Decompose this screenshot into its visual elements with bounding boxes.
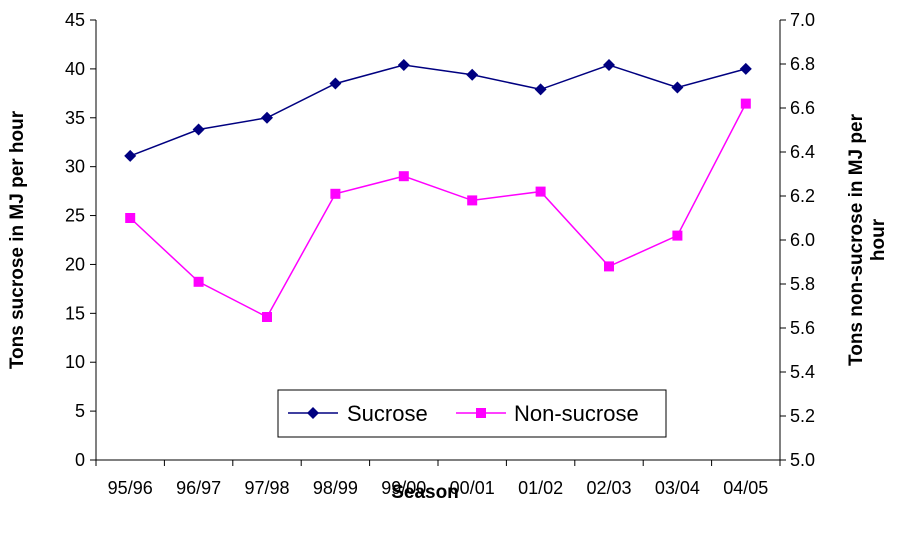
legend-nonsucrose-square-marker	[476, 408, 486, 418]
left-axis-title: Tons sucrose in MJ per hour	[7, 110, 28, 369]
right-tick-label: 6.6	[790, 98, 815, 118]
series-line-sucrose	[129, 64, 746, 157]
left-tick-label: 5	[75, 401, 85, 421]
data-point-sucrose	[534, 83, 547, 96]
left-tick-label: 15	[65, 303, 85, 323]
legend-sucrose-label: Sucrose	[347, 401, 428, 426]
right-tick-label: 5.0	[790, 450, 815, 470]
x-axis-title: Season	[391, 482, 459, 503]
x-tick-label: 04/05	[723, 478, 768, 498]
data-point-sucrose	[603, 58, 615, 71]
data-point-non-sucrose	[125, 213, 136, 223]
x-tick-label: 02/03	[586, 478, 631, 498]
data-point-sucrose	[192, 123, 205, 136]
left-tick-label: 0	[75, 450, 85, 470]
x-tick-label: 99/00	[381, 478, 426, 498]
x-tick-label: 01/02	[518, 478, 563, 498]
series-layer	[124, 58, 752, 322]
left-tick-label: 20	[65, 254, 85, 274]
data-point-non-sucrose	[672, 230, 683, 241]
right-axis-title-line1: Tons non-sucrose in MJ per	[846, 113, 867, 366]
left-tick-label: 45	[65, 10, 85, 30]
x-tick-label: 95/96	[108, 478, 153, 498]
data-point-sucrose	[329, 77, 342, 90]
left-tick-label: 25	[65, 206, 85, 226]
left-axis-ticks: 0 5 10 15 20 25 30 35 40 45	[65, 10, 96, 470]
x-axis-ticks: 95/96 96/97 97/98 98/99 99/00 00/01 01/02 02/03…	[95, 460, 781, 498]
data-point-non-sucrose	[398, 171, 409, 182]
legend-nonsucrose-label: Non-sucrose	[514, 401, 639, 426]
data-point-non-sucrose	[330, 188, 341, 199]
left-tick-label: 35	[65, 108, 85, 128]
right-tick-label: 5.2	[790, 406, 815, 426]
x-tick-label: 00/01	[450, 478, 495, 498]
right-axis-title: Tons non-sucrose in MJ per hour	[846, 113, 889, 366]
right-axis-ticks: 5.0 5.2 5.4 5.6 5.8 6.0 6.2 6.4 6.6 6.8 7.0	[780, 10, 815, 470]
data-point-sucrose	[261, 111, 273, 124]
data-point-sucrose	[671, 81, 684, 94]
left-tick-label: 10	[65, 352, 85, 372]
data-point-sucrose	[124, 149, 137, 162]
x-tick-label: 97/98	[244, 478, 289, 498]
legend: Sucrose Non-sucrose	[277, 389, 667, 438]
right-tick-label: 5.8	[790, 274, 815, 294]
series-line-non-sucrose	[129, 103, 747, 318]
left-tick-label: 40	[65, 59, 85, 79]
right-tick-label: 6.4	[790, 142, 815, 162]
right-tick-label: 5.4	[790, 362, 815, 382]
data-point-non-sucrose	[535, 186, 546, 197]
x-tick-label: 98/99	[313, 478, 358, 498]
right-tick-label: 5.6	[790, 318, 815, 338]
right-tick-label: 6.8	[790, 54, 815, 74]
data-point-sucrose	[739, 62, 752, 75]
data-point-sucrose	[397, 58, 410, 71]
data-point-non-sucrose	[604, 261, 614, 272]
right-tick-label: 6.2	[790, 186, 815, 206]
x-tick-label: 96/97	[176, 478, 221, 498]
data-point-non-sucrose	[193, 276, 204, 287]
legend-sucrose-diamond-marker	[307, 407, 319, 419]
left-tick-label: 30	[65, 157, 85, 177]
data-point-non-sucrose	[467, 195, 478, 206]
right-axis-title-line2: hour	[868, 218, 889, 261]
x-tick-label: 03/04	[655, 478, 700, 498]
data-point-non-sucrose	[740, 98, 751, 109]
right-tick-label: 6.0	[790, 230, 815, 250]
data-point-sucrose	[466, 68, 479, 81]
right-tick-label: 7.0	[790, 10, 815, 30]
data-point-non-sucrose	[262, 312, 272, 322]
